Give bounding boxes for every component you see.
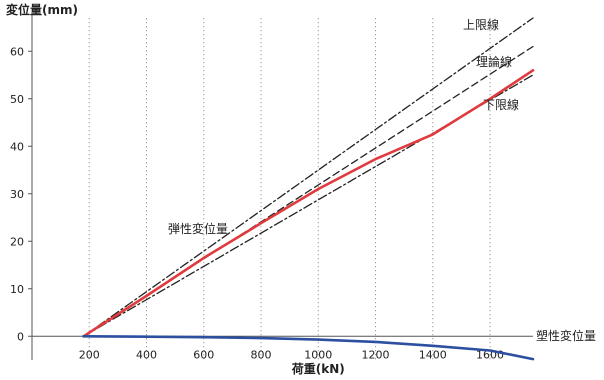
series-line-3 <box>82 69 535 338</box>
label-upper-line: 上限線 <box>463 17 499 32</box>
y-tick-label: 0 <box>17 330 24 343</box>
x-tick-label: 800 <box>251 348 272 361</box>
y-tick-label: 20 <box>10 235 24 248</box>
label-plastic-displacement: 塑性変位量 <box>536 328 596 343</box>
x-tick-label: 600 <box>193 348 214 361</box>
x-tick-label: 1000 <box>304 348 332 361</box>
label-lower-line: 下限線 <box>483 97 519 112</box>
grid-layer <box>88 18 491 360</box>
series-line-4 <box>82 334 535 361</box>
label-elastic-displacement: 弾性変位量 <box>168 221 228 236</box>
x-tick-label: 1400 <box>419 348 447 361</box>
label-theory-line: 理論線 <box>476 54 512 69</box>
x-tick-label: 400 <box>136 348 157 361</box>
y-axis-title: 変位量(mm) <box>6 2 78 17</box>
series-layer <box>82 17 535 361</box>
y-tick-label: 40 <box>10 140 24 153</box>
y-tick-label: 30 <box>10 188 24 201</box>
x-tick-label: 200 <box>79 348 100 361</box>
y-tick-label: 50 <box>10 93 24 106</box>
y-tick-label: 10 <box>10 283 24 296</box>
x-axis-title: 荷重(kN) <box>291 361 345 376</box>
series-line-0 <box>82 17 534 337</box>
x-tick-label: 1200 <box>362 348 390 361</box>
y-tick-label: 60 <box>10 45 24 58</box>
